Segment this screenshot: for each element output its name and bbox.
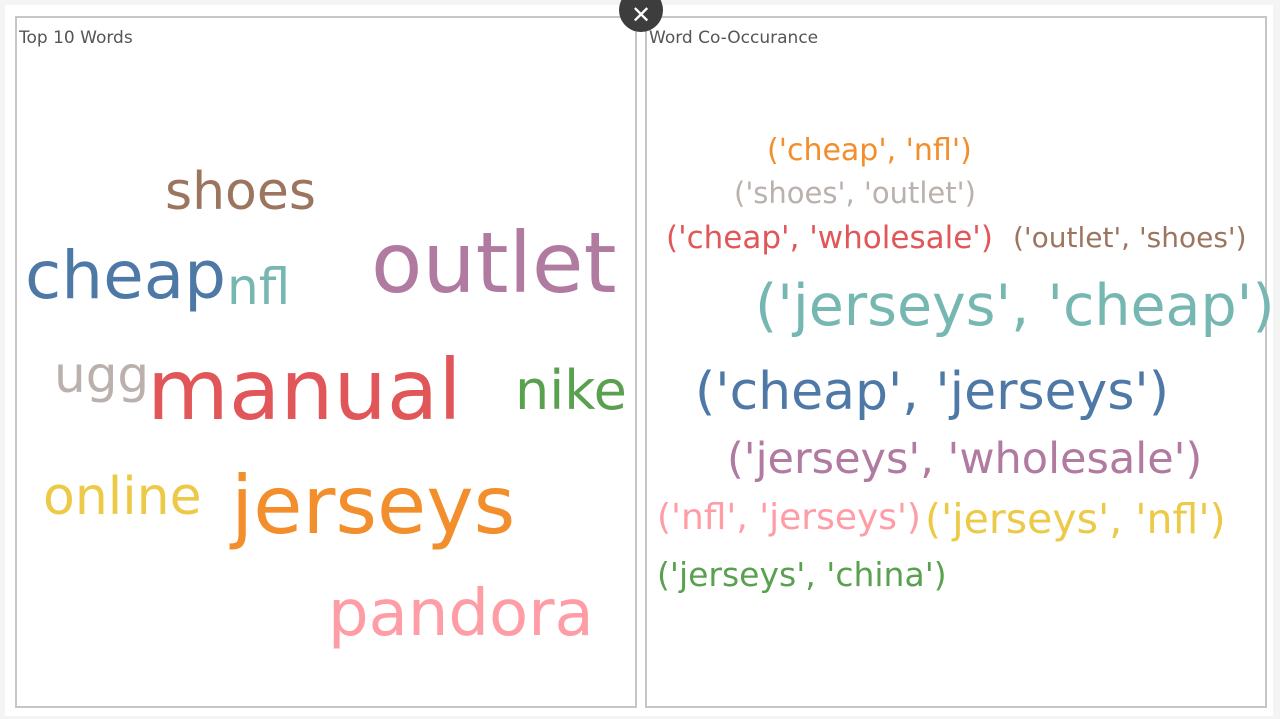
word-ugg[interactable]: ugg <box>54 346 150 404</box>
panel-title: Word Co-Occurance <box>649 28 819 48</box>
panel-title: Top 10 Words <box>19 28 133 48</box>
pair-jerseys-china[interactable]: ('jerseys', 'china') <box>657 555 947 594</box>
word-outlet[interactable]: outlet <box>371 214 617 312</box>
pair-jerseys-wholesale[interactable]: ('jerseys', 'wholesale') <box>727 434 1203 484</box>
pair-jerseys-cheap[interactable]: ('jerseys', 'cheap') <box>755 273 1275 339</box>
word-nike[interactable]: nike <box>515 359 627 422</box>
pair-outlet-shoes[interactable]: ('outlet', 'shoes') <box>1013 221 1247 254</box>
word-nfl[interactable]: nfl <box>227 258 291 316</box>
pair-jerseys-nfl[interactable]: ('jerseys', 'nfl') <box>925 495 1226 543</box>
word-cheap[interactable]: cheap <box>25 237 227 314</box>
word-online[interactable]: online <box>43 467 202 527</box>
pair-cheap-wholesale[interactable]: ('cheap', 'wholesale') <box>666 220 993 256</box>
word-shoes[interactable]: shoes <box>165 162 316 222</box>
close-icon: ✕ <box>630 1 652 29</box>
pair-cheap-jerseys[interactable]: ('cheap', 'jerseys') <box>695 362 1169 422</box>
word-cooccurrence-panel: Word Co-Occurance ('cheap', 'nfl') ('sho… <box>645 16 1275 708</box>
word-jerseys[interactable]: jerseys <box>231 459 516 552</box>
pair-cheap-nfl[interactable]: ('cheap', 'nfl') <box>767 133 972 168</box>
word-manual[interactable]: manual <box>147 341 462 439</box>
top-words-panel: Top 10 Words shoes cheap nfl outlet ugg … <box>15 16 637 708</box>
pair-nfl-jerseys[interactable]: ('nfl', 'jerseys') <box>657 497 921 538</box>
word-pandora[interactable]: pandora <box>328 577 594 651</box>
pair-shoes-outlet[interactable]: ('shoes', 'outlet') <box>734 176 976 210</box>
